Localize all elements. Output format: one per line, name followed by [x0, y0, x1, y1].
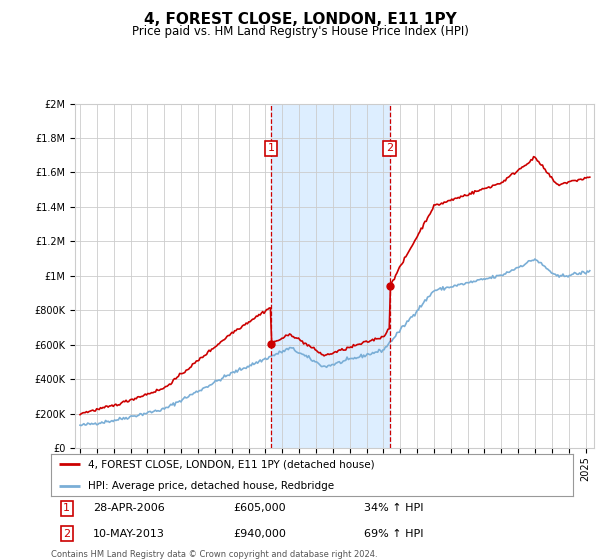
Text: 2: 2	[63, 529, 70, 539]
Bar	[271, 104, 389, 448]
Text: 10-MAY-2013: 10-MAY-2013	[93, 529, 164, 539]
Text: £605,000: £605,000	[234, 503, 286, 514]
Text: Contains HM Land Registry data © Crown copyright and database right 2024.
This d: Contains HM Land Registry data © Crown c…	[51, 550, 377, 560]
Text: 2: 2	[386, 143, 393, 153]
Text: 4, FOREST CLOSE, LONDON, E11 1PY: 4, FOREST CLOSE, LONDON, E11 1PY	[143, 12, 457, 27]
Text: HPI: Average price, detached house, Redbridge: HPI: Average price, detached house, Redb…	[88, 482, 334, 491]
Text: Price paid vs. HM Land Registry's House Price Index (HPI): Price paid vs. HM Land Registry's House …	[131, 25, 469, 38]
Text: 1: 1	[268, 143, 274, 153]
Text: £940,000: £940,000	[234, 529, 287, 539]
Text: 69% ↑ HPI: 69% ↑ HPI	[364, 529, 424, 539]
Text: 28-APR-2006: 28-APR-2006	[93, 503, 164, 514]
Text: 34% ↑ HPI: 34% ↑ HPI	[364, 503, 424, 514]
Text: 4, FOREST CLOSE, LONDON, E11 1PY (detached house): 4, FOREST CLOSE, LONDON, E11 1PY (detach…	[88, 459, 374, 469]
Text: 1: 1	[63, 503, 70, 514]
